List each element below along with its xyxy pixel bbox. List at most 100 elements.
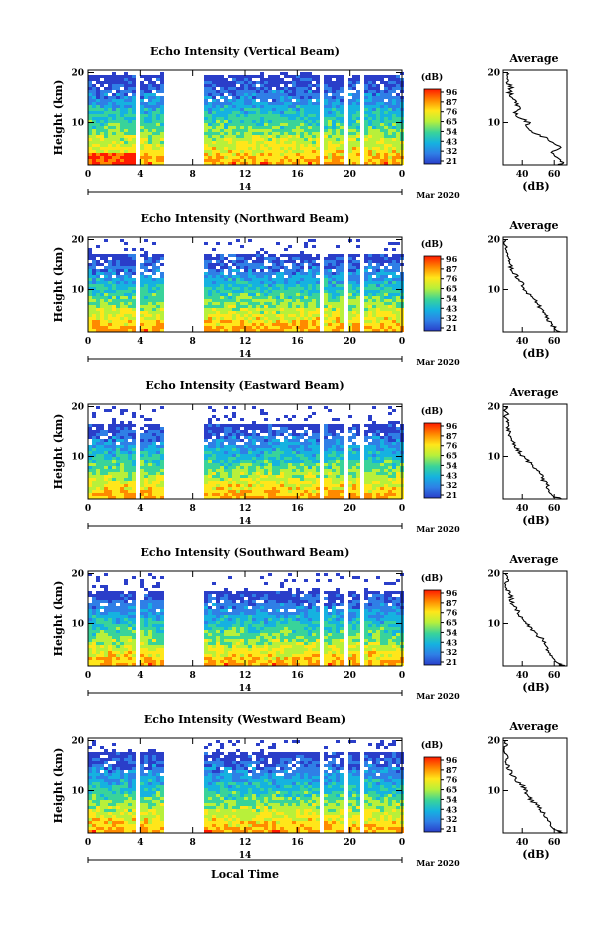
heatmap-cell [240, 323, 244, 326]
heatmap-cell [328, 314, 332, 317]
heatmap-cell [224, 314, 228, 317]
heatmap-cell [144, 135, 148, 138]
heatmap-cell [280, 493, 284, 496]
heatmap-cell [96, 323, 100, 326]
heatmap-cell [96, 278, 100, 281]
heatmap-cell [236, 290, 240, 293]
heatmap-cell [328, 460, 332, 463]
heatmap-cell [272, 147, 276, 150]
heatmap-cell [120, 138, 124, 141]
heatmap-cell [276, 493, 280, 496]
heatmap-cell [312, 156, 316, 159]
heatmap-cell [372, 323, 376, 326]
heatmap-cell [364, 81, 368, 84]
heatmap-cell [384, 81, 388, 84]
heatmap-cell [140, 317, 144, 320]
x-tick-label: 16 [291, 337, 304, 347]
heatmap-cell [296, 129, 300, 132]
x-tick-label: 4 [137, 170, 143, 180]
heatmap-cell [308, 126, 312, 129]
heatmap-cell [364, 475, 368, 478]
heatmap-cell [124, 305, 128, 308]
heatmap-cell [328, 293, 332, 296]
heatmap-cell [108, 260, 112, 263]
heatmap-cell [268, 111, 272, 114]
heatmap-cell [108, 290, 112, 293]
heatmap-cell [308, 457, 312, 460]
heatmap-cell [156, 475, 160, 478]
heatmap-cell [92, 493, 96, 496]
heatmap-cell [268, 317, 272, 320]
heatmap-cell [292, 272, 296, 275]
heatmap-cell [312, 269, 316, 272]
heatmap-cell [372, 475, 376, 478]
heatmap-cell [132, 454, 136, 457]
heatmap-cell [132, 436, 136, 439]
heatmap-cell [284, 493, 288, 496]
heatmap-cell [156, 78, 160, 81]
heatmap-cell [112, 302, 116, 305]
heatmap-cell [384, 87, 388, 90]
heatmap-cell [112, 129, 116, 132]
heatmap-cell [216, 463, 220, 466]
heatmap-cell [308, 439, 312, 442]
heatmap-cell [288, 275, 292, 278]
heatmap-cell [128, 326, 132, 329]
heatmap-cell [152, 93, 156, 96]
heatmap-cell [208, 269, 212, 272]
heatmap-cell [216, 308, 220, 311]
heatmap-cell [264, 314, 268, 317]
heatmap-cell [388, 281, 392, 284]
heatmap-cell [244, 266, 248, 269]
heatmap-cell [96, 457, 100, 460]
heatmap-cell [364, 138, 368, 141]
heatmap-cell [140, 111, 144, 114]
heatmap-cell [264, 84, 268, 87]
heatmap-cell [144, 284, 148, 287]
heatmap-cell [332, 451, 336, 454]
heatmap-cell [124, 159, 128, 162]
heatmap-cell [92, 120, 96, 123]
heatmap-cell [240, 120, 244, 123]
heatmap-cell [312, 478, 316, 481]
heatmap-cell [364, 117, 368, 120]
heatmap-cell [248, 490, 252, 493]
heatmap-cell [120, 266, 124, 269]
heatmap-cell [92, 308, 96, 311]
heatmap-cell [88, 108, 92, 111]
heatmap-cell [140, 93, 144, 96]
heatmap-cell [352, 153, 356, 156]
x-tick-label: 20 [343, 337, 356, 347]
heatmap-cell [292, 132, 296, 135]
heatmap-cell [396, 314, 400, 317]
heatmap-cell [332, 123, 336, 126]
heatmap-cell [380, 114, 384, 117]
heatmap-cell [232, 99, 236, 102]
heatmap-cell [112, 496, 116, 499]
heatmap-cell [332, 466, 336, 469]
heatmap-cell [368, 314, 372, 317]
heatmap-cell [316, 96, 320, 99]
heatmap-cell [244, 126, 248, 129]
heatmap-cell [88, 460, 92, 463]
heatmap-cell [328, 257, 332, 260]
heatmap-cell [324, 296, 328, 299]
heatmap-cell [292, 81, 296, 84]
heatmap-cell [240, 257, 244, 260]
heatmap-cell [160, 481, 164, 484]
heatmap-cell [152, 445, 156, 448]
heatmap-cell [252, 281, 256, 284]
heatmap-cell [300, 275, 304, 278]
heatmap-cell [240, 147, 244, 150]
heatmap-cell [156, 75, 160, 78]
heatmap-cell [120, 290, 124, 293]
heatmap-cell [396, 323, 400, 326]
heatmap-cell [260, 439, 264, 442]
heatmap-cell [152, 266, 156, 269]
heatmap-cell [212, 90, 216, 93]
heatmap-cell [104, 445, 108, 448]
heatmap-cell [240, 275, 244, 278]
heatmap-cell [388, 487, 392, 490]
heatmap-cell [92, 490, 96, 493]
heatmap-cell [380, 135, 384, 138]
